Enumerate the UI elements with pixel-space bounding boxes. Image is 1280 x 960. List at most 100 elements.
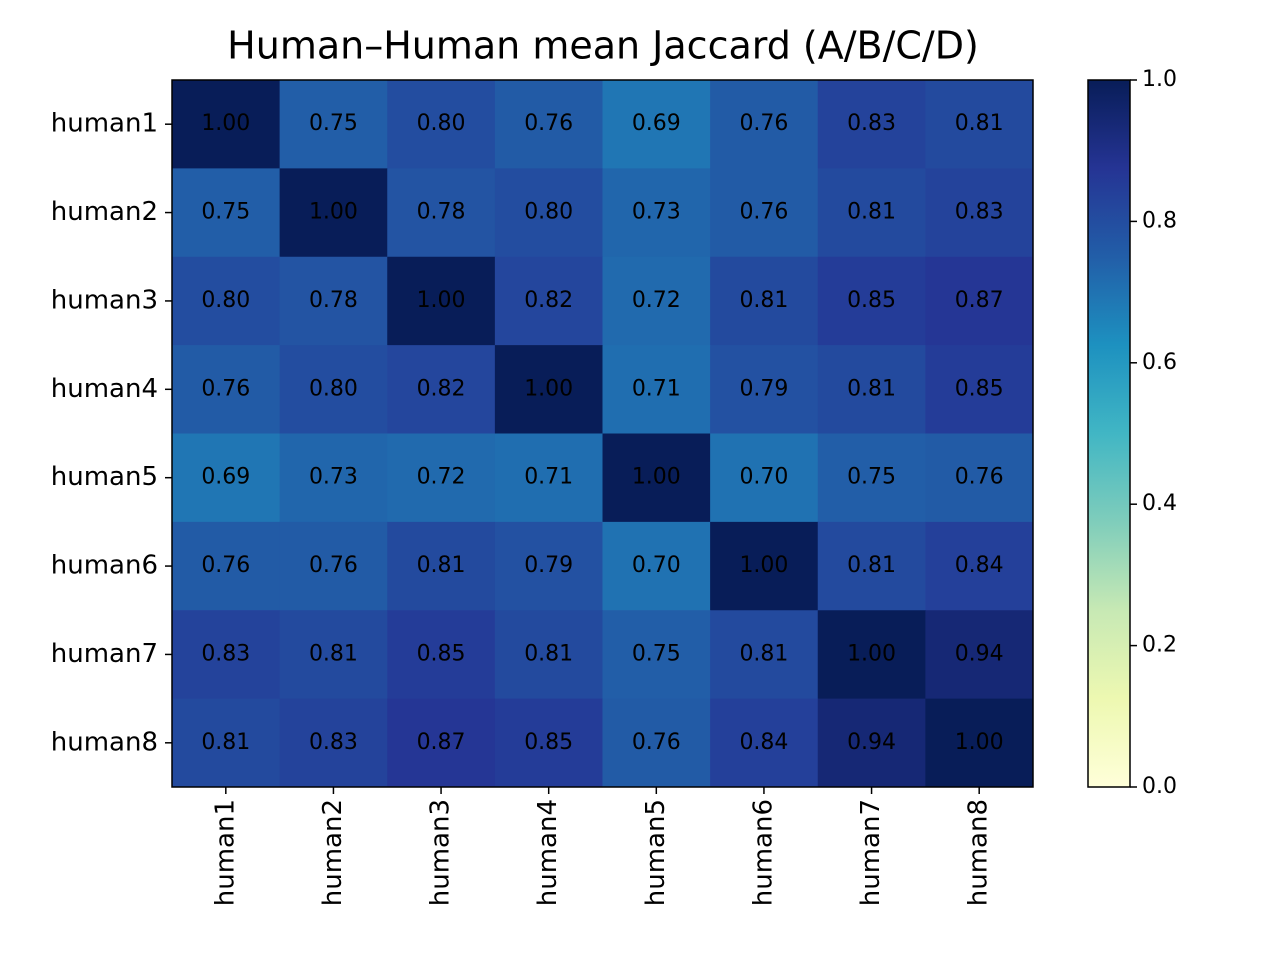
heatmap-cell [172,345,281,434]
cell-label: 0.80 [417,111,466,136]
cell-label: 0.71 [632,376,681,401]
chart-title: Human–Human mean Jaccard (A/B/C/D) [227,24,979,68]
y-tick-label: human2 [51,197,158,227]
y-tick-label: human7 [51,639,158,669]
x-tick-label: human8 [964,799,994,906]
heatmap-cell [817,433,926,523]
heatmap-cell [172,168,281,258]
colorbar-tick-label: 0.0 [1142,774,1177,799]
heatmap-cell [279,521,388,611]
cell-label: 0.81 [847,553,896,578]
heatmap-cell [925,168,1034,258]
cell-label: 0.85 [847,288,896,313]
cell-label: 0.76 [955,465,1004,490]
cell-label: 0.78 [309,288,358,313]
cell-label: 0.83 [201,641,250,666]
y-tick-label: human4 [51,374,158,404]
cell-label: 0.83 [309,730,358,755]
heatmap-cell [387,521,496,611]
cell-label: 0.84 [739,730,788,755]
x-tick-label: human3 [426,799,456,906]
cell-label: 1.00 [955,730,1004,755]
heatmap-cell [602,345,711,434]
heatmap-cell [602,521,711,611]
heatmap-cell [602,168,711,258]
heatmap-cell [494,521,603,611]
x-tick-label: human7 [856,799,886,906]
heatmap-cell [279,610,388,700]
heatmap-cell [172,610,281,700]
cell-label: 0.70 [632,553,681,578]
heatmap-cell [172,256,281,346]
cell-label: 0.75 [201,200,250,225]
cell-label: 0.78 [417,200,466,225]
heatmap-cell [387,80,496,169]
colorbar-tick-label: 1.0 [1142,67,1177,92]
cell-label: 1.00 [524,376,573,401]
heatmap-cell [279,345,388,434]
y-tick-label: human8 [51,727,158,757]
heatmap-cell [279,433,388,523]
cell-label: 0.83 [955,200,1004,225]
cell-label: 0.79 [524,553,573,578]
cell-label: 1.00 [847,641,896,666]
heatmap-cell [817,610,926,700]
heatmap-cell [710,80,819,169]
cell-label: 0.69 [201,465,250,490]
x-tick-label: human5 [641,799,671,906]
cell-label: 1.00 [739,553,788,578]
cell-label: 0.76 [201,553,250,578]
x-tick-label: human1 [210,799,240,906]
heatmap-cell [925,521,1034,611]
heatmap-cell [817,80,926,169]
heatmap-cell [387,698,496,788]
heatmap-cell [925,345,1034,434]
cell-label: 0.70 [739,465,788,490]
cell-label: 0.71 [524,465,573,490]
y-tick-label: human1 [51,109,158,139]
heatmap-cell [602,433,711,523]
x-tick-label: human6 [748,799,778,906]
heatmap-cell [172,698,281,788]
cell-label: 0.83 [847,111,896,136]
cell-label: 0.69 [632,111,681,136]
cell-label: 0.76 [524,111,573,136]
heatmap-cell [710,521,819,611]
heatmap-cell [172,80,281,169]
heatmap-cell [602,256,711,346]
cell-label: 1.00 [632,465,681,490]
y-tick-label: human6 [51,551,158,581]
cell-label: 0.80 [201,288,250,313]
colorbar-tick-label: 0.8 [1142,208,1177,233]
cell-label: 0.85 [417,641,466,666]
cell-label: 0.94 [847,730,896,755]
cell-label: 0.81 [739,288,788,313]
cell-label: 0.75 [632,641,681,666]
cell-label: 0.76 [201,376,250,401]
heatmap-cell [387,610,496,700]
cell-label: 0.81 [201,730,250,755]
heatmap-cell [817,168,926,258]
heatmap-cell [494,345,603,434]
heatmap-cell [602,698,711,788]
colorbar-tick-label: 0.6 [1142,350,1177,375]
cell-label: 0.82 [417,376,466,401]
cell-label: 0.73 [309,465,358,490]
heatmap-cell [494,698,603,788]
heatmap-cell [172,433,281,523]
heatmap-cell [494,168,603,258]
cell-label: 0.85 [524,730,573,755]
plot-frame [171,79,1034,788]
cell-label: 0.72 [632,288,681,313]
cell-label: 0.81 [417,553,466,578]
cell-label: 1.00 [417,288,466,313]
heatmap-cell [817,521,926,611]
heatmap-cell [494,610,603,700]
cell-label: 1.00 [309,200,358,225]
heatmap-cell [494,256,603,346]
cell-label: 0.75 [847,465,896,490]
colorbar-tick-label: 0.4 [1142,491,1177,516]
heatmap-cell [925,80,1034,169]
cell-label: 0.87 [417,730,466,755]
heatmap-cell [279,168,388,258]
